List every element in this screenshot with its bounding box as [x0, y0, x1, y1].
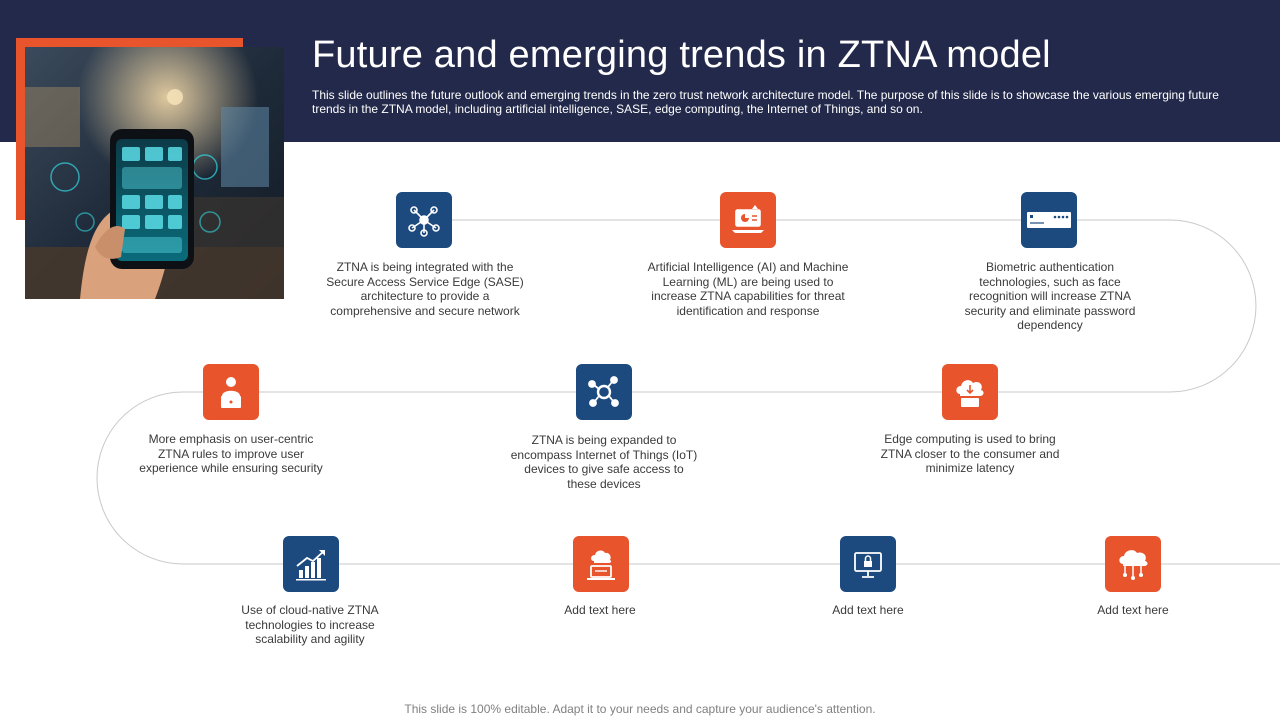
- trend-ai-ml-text: Artificial Intelligence (AI) and Machine…: [647, 260, 849, 318]
- page-title: Future and emerging trends in ZTNA model: [312, 34, 1051, 76]
- page-subtitle: This slide outlines the future outlook a…: [312, 88, 1219, 116]
- password-field-icon: [1021, 192, 1077, 248]
- footer-note: This slide is 100% editable. Adapt it to…: [404, 702, 876, 716]
- growth-chart-icon: [283, 536, 339, 592]
- placeholder-text-2[interactable]: Add text here: [832, 603, 904, 617]
- edge-cloud-icon: [942, 364, 998, 420]
- trend-sase-text: ZTNA is being integrated with the Secure…: [326, 260, 524, 318]
- laptop-chart-icon: [720, 192, 776, 248]
- trend-iot-text: ZTNA is being expanded to encompass Inte…: [510, 433, 698, 491]
- user-laptop-icon: [203, 364, 259, 420]
- cloud-network-icon: [1105, 536, 1161, 592]
- iot-hub-icon: [576, 364, 632, 420]
- trend-user-centric-text: More emphasis on user-centric ZTNA rules…: [139, 432, 323, 475]
- placeholder-text-1[interactable]: Add text here: [564, 603, 636, 617]
- trend-cloud-native-text: Use of cloud-native ZTNA technologies to…: [241, 603, 379, 646]
- cloud-laptop-icon: [573, 536, 629, 592]
- trend-edge-computing-text: Edge computing is used to bring ZTNA clo…: [880, 432, 1060, 475]
- trend-biometric-text: Biometric authentication technologies, s…: [964, 260, 1136, 332]
- placeholder-text-3[interactable]: Add text here: [1097, 603, 1169, 617]
- smartphone-smart-home-photo: [25, 47, 284, 299]
- network-users-icon: [396, 192, 452, 248]
- monitor-lock-icon: [840, 536, 896, 592]
